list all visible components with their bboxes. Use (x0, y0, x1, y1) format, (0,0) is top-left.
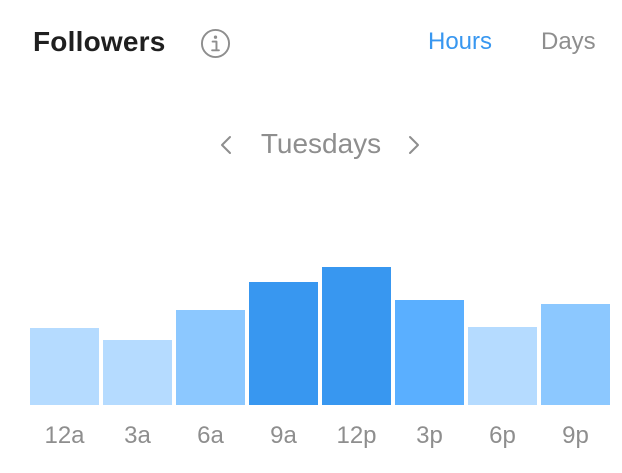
tick-label-6p: 6p (489, 422, 516, 449)
bar-9p (541, 304, 610, 405)
followers-bar-chart: 12a 3a 6a 9a 12p 3p 6p 9p (30, 267, 610, 449)
info-icon[interactable] (200, 28, 231, 59)
page-title: Followers (33, 26, 166, 57)
tick-label-3p: 3p (416, 422, 443, 449)
tab-hours[interactable]: Hours (428, 28, 493, 55)
followers-header: Followers Hours Days (0, 0, 622, 90)
bar-12p (322, 267, 391, 405)
chevron-right-icon[interactable] (404, 130, 424, 160)
bar-12a (30, 328, 99, 405)
day-label: Tuesdays (260, 128, 382, 159)
tick-label-9p: 9p (562, 422, 589, 449)
bar-6a (176, 310, 245, 405)
bar-9a (249, 282, 318, 405)
day-selector: Tuesdays (0, 120, 622, 170)
bar-3p (395, 300, 464, 405)
tick-label-6a: 6a (197, 422, 224, 449)
bar-6p (468, 327, 537, 405)
tick-label-9a: 9a (270, 422, 297, 449)
tab-days[interactable]: Days (541, 28, 596, 55)
bar-3a (103, 340, 172, 405)
chevron-left-icon[interactable] (216, 130, 236, 160)
tick-label-3a: 3a (124, 422, 151, 449)
tick-label-12p: 12p (336, 422, 376, 449)
tick-label-12a: 12a (44, 422, 85, 449)
